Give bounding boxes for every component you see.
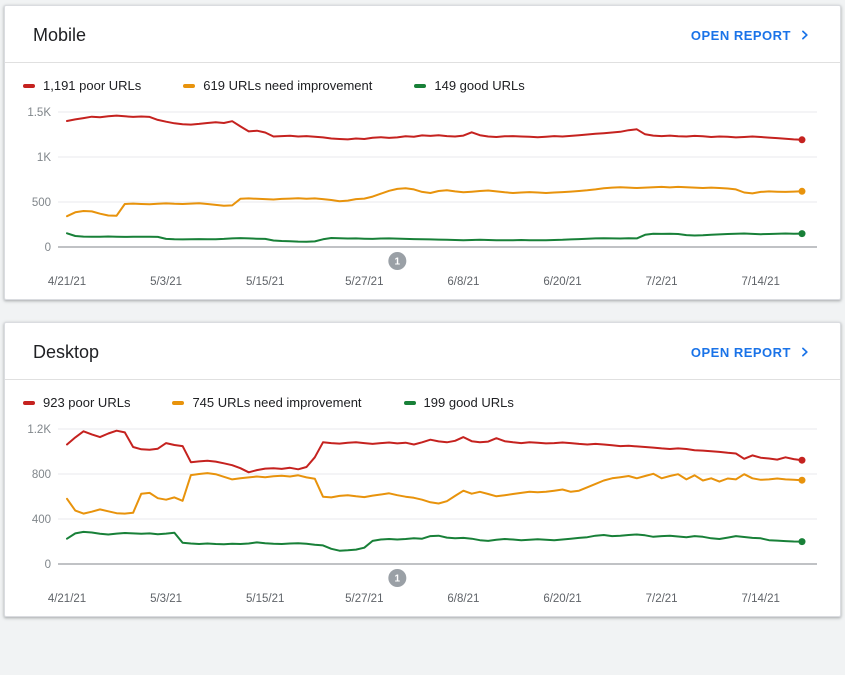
y-axis-tick-label: 500 bbox=[32, 197, 51, 209]
mobile-cwv-chart[interactable]: 0 500 1K 1.5K 4/21/21 5/3/21 5/15/21 5/27/21 6/8… bbox=[5, 95, 842, 299]
legend-label-needs-improvement: 745 URLs need improvement bbox=[192, 395, 362, 410]
poor-endpoint-dot bbox=[798, 456, 806, 464]
x-axis-tick-label: 6/20/21 bbox=[543, 276, 581, 288]
x-axis-tick-label: 5/27/21 bbox=[345, 593, 383, 605]
legend-item-good: 199 good URLs bbox=[403, 395, 514, 410]
x-axis-tick-label: 7/2/21 bbox=[646, 593, 678, 605]
desktop-open-report-link[interactable]: OPEN REPORT bbox=[691, 345, 812, 360]
annotation-badge[interactable] bbox=[388, 569, 407, 587]
page-background: Mobile OPEN REPORT 1,191 poor URLs 619 U… bbox=[4, 5, 841, 617]
annotation-badge[interactable] bbox=[388, 252, 407, 270]
annotation-badge-label: 1 bbox=[395, 574, 401, 585]
desktop-card: Desktop OPEN REPORT 923 poor URLs 745 UR… bbox=[4, 322, 841, 617]
good-swatch-icon bbox=[403, 400, 416, 405]
y-axis-tick-label: 400 bbox=[32, 514, 51, 526]
y-axis-tick-label: 1.2K bbox=[27, 424, 51, 436]
chevron-right-icon bbox=[802, 347, 808, 357]
desktop-open-report-label: OPEN REPORT bbox=[690, 344, 791, 360]
legend-label-needs-improvement: 619 URLs need improvement bbox=[203, 78, 373, 93]
needs-improvement-swatch-icon bbox=[172, 400, 185, 405]
mobile-open-report-link[interactable]: OPEN REPORT bbox=[691, 28, 812, 43]
legend-item-poor: 1,191 poor URLs bbox=[23, 78, 141, 93]
desktop-card-header: Desktop OPEN REPORT bbox=[5, 323, 840, 380]
legend-item-needs-improvement: 619 URLs need improvement bbox=[183, 78, 372, 93]
x-axis-tick-label: 5/3/21 bbox=[150, 593, 182, 605]
legend-label-good: 149 good URLs bbox=[434, 78, 525, 93]
y-axis-tick-label: 0 bbox=[45, 559, 51, 571]
needs-improvement-line[interactable] bbox=[66, 185, 803, 218]
legend-item-good: 149 good URLs bbox=[414, 78, 525, 93]
desktop-legend: 923 poor URLs 745 URLs need improvement … bbox=[5, 380, 840, 412]
desktop-cwv-chart[interactable]: 0 400 800 1.2K 4/21/21 5/3/21 5/15/21 5/27/21 6/… bbox=[5, 412, 842, 616]
poor-swatch-icon bbox=[23, 400, 35, 405]
legend-label-poor: 1,191 poor URLs bbox=[43, 78, 142, 93]
mobile-card-header: Mobile OPEN REPORT bbox=[5, 6, 840, 63]
x-axis-tick-label: 7/14/21 bbox=[742, 276, 780, 288]
y-axis-tick-label: 1.5K bbox=[27, 107, 51, 119]
x-axis-tick-label: 4/21/21 bbox=[48, 276, 86, 288]
good-endpoint-dot bbox=[798, 230, 806, 238]
needs-improvement-endpoint-dot bbox=[798, 187, 806, 195]
x-axis-tick-label: 5/15/21 bbox=[246, 593, 284, 605]
legend-item-needs-improvement: 745 URLs need improvement bbox=[172, 395, 362, 410]
x-axis-tick-label: 5/27/21 bbox=[345, 276, 383, 288]
desktop-card-title: Desktop bbox=[33, 342, 100, 362]
x-axis-tick-label: 4/21/21 bbox=[48, 593, 86, 605]
y-axis-tick-label: 0 bbox=[45, 242, 51, 254]
legend-label-poor: 923 poor URLs bbox=[43, 395, 131, 410]
y-axis-tick-label: 800 bbox=[32, 469, 51, 481]
poor-line[interactable] bbox=[66, 429, 803, 474]
good-line[interactable] bbox=[66, 232, 803, 243]
mobile-card: Mobile OPEN REPORT 1,191 poor URLs 619 U… bbox=[4, 5, 841, 300]
poor-endpoint-dot bbox=[798, 136, 806, 144]
good-endpoint-dot bbox=[798, 538, 806, 546]
x-axis-tick-label: 5/3/21 bbox=[150, 276, 182, 288]
good-swatch-icon bbox=[414, 83, 427, 88]
needs-improvement-swatch-icon bbox=[183, 83, 196, 88]
x-axis-tick-label: 6/8/21 bbox=[447, 276, 479, 288]
poor-line[interactable] bbox=[66, 114, 803, 141]
mobile-legend: 1,191 poor URLs 619 URLs need improvemen… bbox=[5, 63, 840, 95]
mobile-card-title: Mobile bbox=[33, 25, 87, 45]
good-line[interactable] bbox=[66, 530, 803, 552]
legend-label-good: 199 good URLs bbox=[423, 395, 514, 410]
x-axis-tick-label: 7/14/21 bbox=[742, 593, 780, 605]
needs-improvement-endpoint-dot bbox=[798, 476, 806, 484]
legend-item-poor: 923 poor URLs bbox=[23, 395, 130, 410]
y-axis-tick-label: 1K bbox=[37, 152, 51, 164]
x-axis-tick-label: 7/2/21 bbox=[646, 276, 678, 288]
needs-improvement-line[interactable] bbox=[66, 472, 803, 515]
annotation-badge-label: 1 bbox=[395, 257, 401, 268]
chevron-right-icon bbox=[802, 30, 808, 40]
x-axis-tick-label: 5/15/21 bbox=[246, 276, 284, 288]
x-axis-tick-label: 6/20/21 bbox=[543, 593, 581, 605]
mobile-open-report-label: OPEN REPORT bbox=[690, 27, 791, 43]
poor-swatch-icon bbox=[23, 83, 35, 88]
x-axis-tick-label: 6/8/21 bbox=[447, 593, 479, 605]
